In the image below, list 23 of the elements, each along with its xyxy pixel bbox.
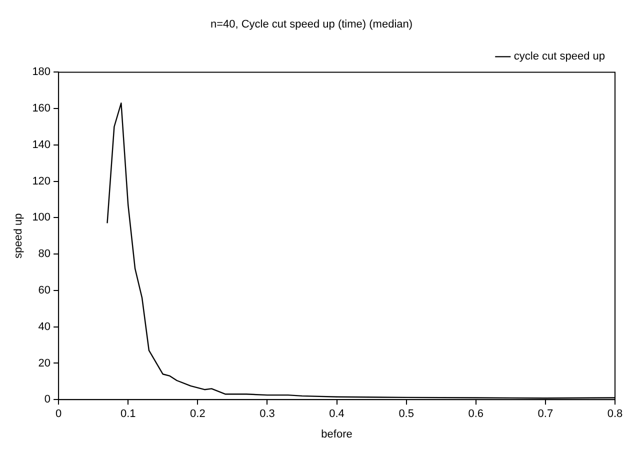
chart-title: n=40, Cycle cut speed up (time) (median) bbox=[210, 18, 413, 31]
legend-label: cycle cut speed up bbox=[514, 50, 606, 63]
y-tick-label: 160 bbox=[32, 102, 51, 115]
x-axis-title: before bbox=[321, 428, 352, 440]
x-tick-label: 0.1 bbox=[120, 408, 136, 420]
y-tick-label: 140 bbox=[32, 138, 51, 151]
x-tick-label: 0.2 bbox=[190, 408, 206, 420]
x-tick-label: 0.6 bbox=[468, 408, 484, 420]
x-tick-label: 0.7 bbox=[538, 408, 554, 420]
x-tick-label: 0.4 bbox=[329, 408, 344, 420]
y-axis-title: speed up bbox=[12, 213, 25, 259]
y-tick-label: 60 bbox=[38, 284, 51, 296]
x-tick-label: 0.3 bbox=[260, 408, 275, 420]
x-tick-label: 0 bbox=[55, 408, 62, 420]
x-tick-label: 0.5 bbox=[398, 408, 414, 420]
y-tick-label: 0 bbox=[44, 394, 51, 406]
y-tick-label: 40 bbox=[38, 320, 51, 333]
y-tick-label: 180 bbox=[32, 66, 51, 78]
y-tick-label: 80 bbox=[38, 248, 51, 260]
y-tick-label: 100 bbox=[32, 212, 51, 224]
x-tick-label: 0.8 bbox=[607, 408, 623, 420]
y-tick-label: 20 bbox=[38, 357, 51, 370]
y-tick-label: 120 bbox=[32, 175, 51, 188]
